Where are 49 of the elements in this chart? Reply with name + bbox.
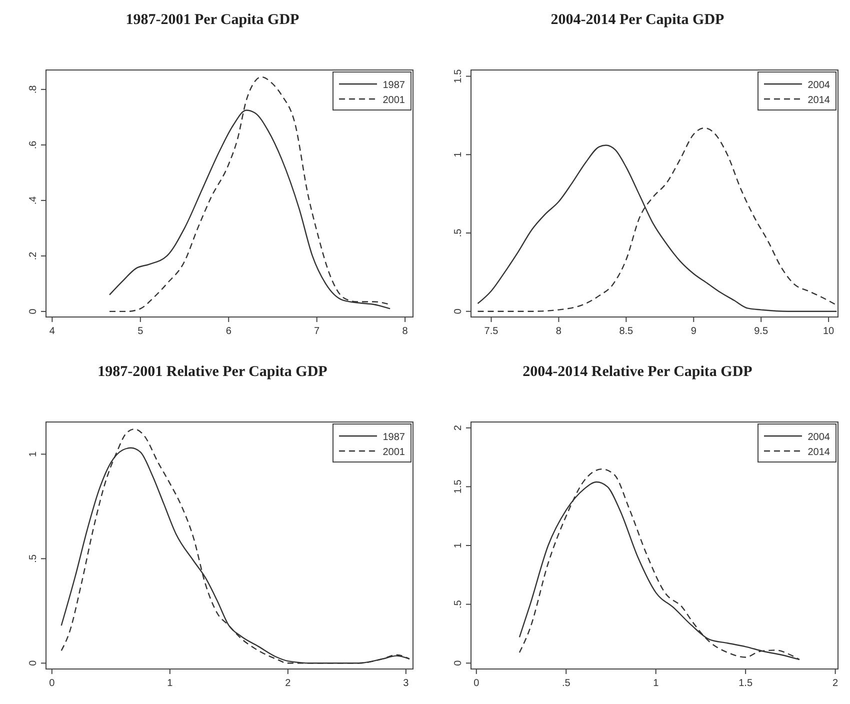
x-tick-label: 9.5 (754, 326, 768, 337)
x-tick-label: 7.5 (484, 326, 499, 337)
x-tick-label: 8 (402, 326, 408, 337)
x-tick-label: 2 (832, 678, 839, 689)
y-tick-label: 1.5 (453, 479, 464, 494)
y-tick-label: 2 (453, 424, 464, 431)
legend-label: 1987 (382, 432, 406, 443)
legend-label: 2001 (382, 95, 406, 106)
x-tick-label: 1 (167, 678, 174, 689)
y-tick-label: .6 (28, 140, 39, 150)
x-tick-label: 2 (285, 678, 292, 689)
chart-title: 1987-2001 Relative Per Capita GDP (98, 364, 328, 380)
x-tick-label: 9 (690, 326, 697, 337)
x-tick-label: 10 (822, 326, 835, 337)
x-tick-label: 7 (314, 326, 320, 337)
y-tick-label: 0 (453, 308, 464, 314)
x-tick-label: 6 (226, 326, 232, 337)
y-tick-label: .5 (28, 554, 39, 563)
y-tick-label: 0 (453, 660, 464, 666)
y-tick-label: 1 (453, 542, 464, 548)
legend-label: 2004 (808, 432, 830, 443)
x-tick-label: 4 (49, 326, 56, 337)
y-tick-label: .2 (28, 251, 39, 260)
legend-label: 2014 (808, 95, 830, 106)
x-tick-label: 0 (49, 678, 56, 689)
y-tick-label: 0 (28, 308, 39, 314)
x-tick-label: 3 (403, 678, 410, 689)
legend-label: 2004 (808, 80, 830, 91)
legend-label: 2001 (382, 447, 406, 458)
x-tick-label: 8 (556, 326, 562, 337)
legend-label: 2014 (808, 447, 830, 458)
chart-title: 2004-2014 Relative Per Capita GDP (522, 364, 752, 380)
y-tick-label: 0 (28, 660, 39, 666)
y-tick-label: 1.5 (453, 68, 464, 84)
x-tick-label: 5 (138, 326, 144, 337)
x-tick-label: 0 (474, 678, 480, 689)
x-tick-label: 8.5 (619, 326, 634, 337)
y-tick-label: 1 (453, 151, 464, 158)
chart-title: 1987-2001 Per Capita GDP (126, 12, 300, 28)
y-tick-label: .5 (453, 600, 464, 608)
y-tick-label: .8 (28, 84, 39, 94)
y-tick-label: 1 (28, 450, 39, 457)
legend-label: 1987 (382, 80, 406, 91)
y-tick-label: .5 (453, 228, 464, 238)
chart-title: 2004-2014 Per Capita GDP (550, 12, 724, 28)
x-tick-label: .5 (562, 678, 571, 689)
x-tick-label: 1 (653, 678, 660, 689)
x-tick-label: 1.5 (738, 678, 753, 689)
y-tick-label: .4 (28, 196, 39, 205)
